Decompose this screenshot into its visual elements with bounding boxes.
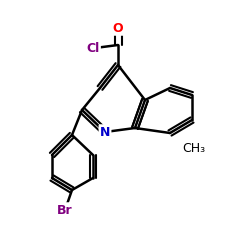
Text: O: O [113,22,123,35]
Text: CH₃: CH₃ [182,142,205,154]
Text: Br: Br [57,204,73,216]
Text: Cl: Cl [86,42,100,54]
Text: N: N [100,126,110,138]
